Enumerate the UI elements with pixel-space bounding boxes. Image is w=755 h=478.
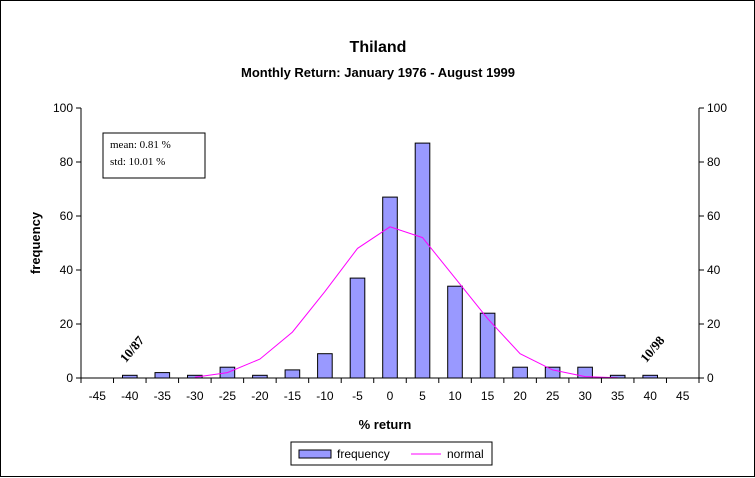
y-tick-label-left-0: 0 [66, 371, 73, 385]
chart-subtitle: Monthly Return: January 1976 - August 19… [241, 65, 515, 80]
y-tick-label-right-0: 0 [707, 371, 714, 385]
legend-box [290, 441, 493, 466]
x-tick-label--10: -10 [316, 389, 334, 403]
x-tick-label--5: -5 [352, 389, 363, 403]
stats-std: std: 10.01 % [110, 156, 165, 168]
y-tick-label-left-80: 80 [60, 155, 74, 169]
legend-frequency-label: frequency [337, 447, 390, 461]
legend-frequency-swatch [298, 449, 332, 459]
y-tick-label-left-60: 60 [60, 209, 74, 223]
x-tick-label-15: 15 [481, 389, 495, 403]
y-tick-label-left-100: 100 [53, 101, 73, 115]
bar--5 [349, 277, 366, 379]
y-tick-label-left-20: 20 [60, 317, 74, 331]
bar-25 [544, 366, 561, 379]
x-tick-label--25: -25 [219, 389, 237, 403]
x-tick-label--40: -40 [121, 389, 139, 403]
x-tick-label-10: 10 [448, 389, 462, 403]
x-tick-label--35: -35 [154, 389, 172, 403]
x-tick-label-35: 35 [611, 389, 625, 403]
y-tick-label-right-80: 80 [707, 155, 721, 169]
x-axis-title: % return [359, 417, 412, 432]
x-tick-label-40: 40 [644, 389, 658, 403]
x-tick-label-30: 30 [578, 389, 592, 403]
x-tick-label-45: 45 [676, 389, 690, 403]
chart-title: Thiland [350, 39, 407, 56]
y-tick-label-left-40: 40 [60, 263, 74, 277]
x-tick-label-5: 5 [419, 389, 426, 403]
legend-normal-label: normal [447, 447, 484, 461]
bar-10 [447, 285, 463, 379]
x-tick-label-20: 20 [513, 389, 527, 403]
bar-15 [479, 312, 496, 379]
x-tick-label--15: -15 [284, 389, 302, 403]
bar-20 [512, 366, 528, 379]
x-tick-label--20: -20 [251, 389, 269, 403]
bar--10 [317, 353, 333, 379]
normal-curve-line [194, 226, 618, 379]
bar-5 [414, 142, 431, 379]
x-tick-label--45: -45 [89, 389, 107, 403]
bar-0 [382, 196, 398, 379]
y-tick-label-right-40: 40 [707, 263, 721, 277]
annotation-10-87: 10/87 [117, 333, 148, 366]
y-tick-label-right-60: 60 [707, 209, 721, 223]
y-axis-title: frequency [28, 211, 43, 274]
x-tick-label-25: 25 [546, 389, 560, 403]
stats-box [102, 132, 206, 179]
bar--15 [284, 369, 301, 379]
annotation-10-98: 10/98 [637, 333, 668, 366]
bar--35 [154, 372, 171, 379]
x-tick-label--30: -30 [186, 389, 204, 403]
stats-mean: mean: 0.81 % [110, 139, 171, 151]
y-tick-label-right-20: 20 [707, 317, 721, 331]
legend: frequency normal [290, 441, 493, 466]
y-tick-label-right-100: 100 [707, 101, 727, 115]
x-tick-label-0: 0 [387, 389, 394, 403]
